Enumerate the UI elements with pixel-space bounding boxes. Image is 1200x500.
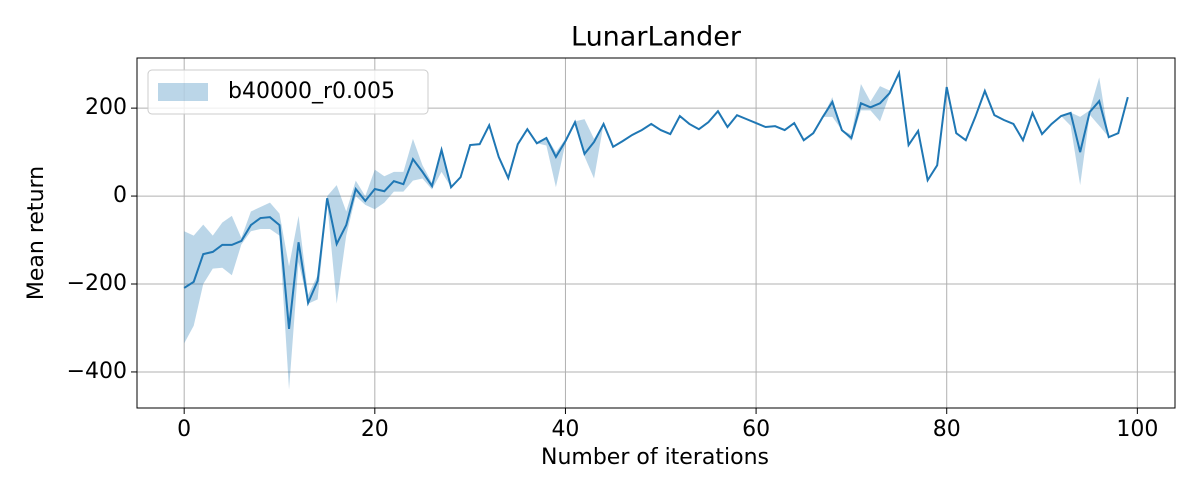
y-tick-label: −400: [67, 359, 127, 384]
y-axis-label: Mean return: [24, 166, 49, 300]
y-tick-label: −200: [67, 271, 127, 296]
legend-box: [147, 69, 429, 115]
chart-title: LunarLander: [571, 22, 742, 53]
x-axis-label: Number of iterations: [541, 445, 769, 470]
x-tick-label: 20: [361, 417, 389, 442]
legend-label: b40000_r0.005: [228, 79, 395, 104]
legend-swatch: [158, 83, 208, 101]
x-tick-label: 80: [933, 417, 961, 442]
x-tick-label: 60: [742, 417, 770, 442]
line: [183, 69, 1129, 329]
x-tick-label: 0: [177, 417, 191, 442]
y-tick-label: 200: [85, 95, 127, 120]
x-tick-label: 100: [1116, 417, 1158, 442]
x-tick-label: 40: [551, 417, 579, 442]
plot-frame: [136, 57, 1176, 409]
y-tick-label: 0: [113, 183, 127, 208]
band: [184, 72, 1128, 390]
